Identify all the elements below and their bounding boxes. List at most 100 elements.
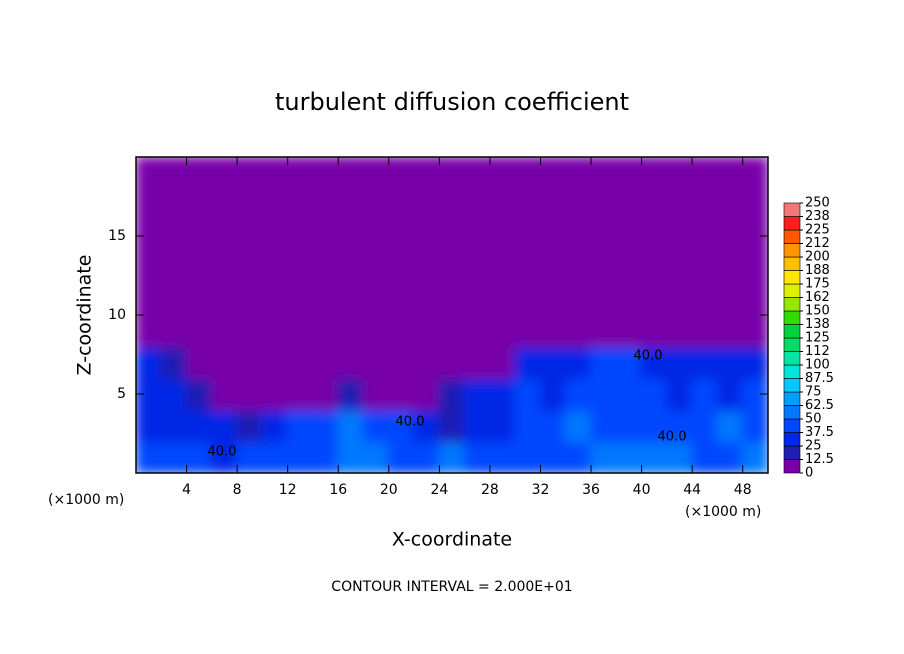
field-cell: [514, 440, 542, 473]
field-cell: [463, 187, 491, 222]
field-cell: [136, 187, 163, 222]
field-cell: [311, 345, 340, 380]
field-cell: [488, 377, 517, 411]
field-cell: [665, 250, 694, 285]
field-cell: [136, 314, 163, 348]
field-cell: [514, 282, 542, 316]
field-cell: [286, 345, 314, 380]
field-cell: [286, 157, 314, 190]
field-cell: [210, 250, 239, 285]
field-cell: [311, 187, 340, 222]
field-cell: [337, 250, 365, 285]
colorbar-swatch: [783, 459, 801, 474]
colorbar-swatch: [783, 216, 801, 231]
field-cell: [136, 250, 163, 285]
field-cell: [160, 219, 188, 253]
field-cell: [185, 408, 213, 443]
field-cell: [640, 440, 668, 473]
field-cell: [362, 314, 390, 348]
colorbar-label: 212: [805, 236, 830, 251]
field-cell: [261, 345, 289, 380]
field-cell: [463, 408, 491, 443]
field-cell: [590, 314, 618, 348]
colorbar-swatch: [783, 405, 801, 420]
field-cell: [615, 219, 643, 253]
field-cell: [665, 377, 694, 411]
field-cell: [691, 408, 719, 443]
field-cell: [665, 187, 694, 222]
field-cell: [185, 157, 213, 190]
field-cell: [691, 219, 719, 253]
contour-interval: CONTOUR INTERVAL = 2.000E+01: [331, 579, 572, 595]
field-cell: [286, 219, 314, 253]
field-cell: [185, 345, 213, 380]
field-cell: [716, 250, 744, 285]
field-cell: [362, 250, 390, 285]
colorbar-swatch: [783, 351, 801, 366]
field-cell: [136, 440, 163, 473]
field-cell: [185, 314, 213, 348]
field-cell: [463, 345, 491, 380]
field-cell: [514, 408, 542, 443]
colorbar-label: 138: [805, 317, 830, 332]
field-cell: [387, 219, 416, 253]
field-cell: [665, 440, 694, 473]
field-cell: [488, 219, 517, 253]
field-cell: [362, 377, 390, 411]
field-cell: [590, 440, 618, 473]
x-unit-label: (×1000 m): [48, 492, 124, 508]
field-cell: [311, 408, 340, 443]
field-cell: [387, 250, 416, 285]
field-cell: [539, 377, 567, 411]
field-cell: [185, 219, 213, 253]
field-cell: [136, 282, 163, 316]
field-cell: [463, 440, 491, 473]
field-cell: [741, 314, 768, 348]
field-cell: [514, 345, 542, 380]
field-cell: [691, 345, 719, 380]
x-unit-label: (×1000 m): [685, 504, 761, 520]
field-cell: [488, 250, 517, 285]
overlay: 4 8 12 16 20 24 28 32 36 40 44 485101540.040.040.04…: [108, 156, 834, 498]
colorbar-label: 200: [805, 250, 830, 265]
field-cell: [564, 408, 593, 443]
field-cell: [337, 345, 365, 380]
field-cells: [136, 157, 768, 473]
field-cell: [640, 187, 668, 222]
field-cell: [185, 377, 213, 411]
contour-label: 40.0: [208, 445, 237, 460]
field-cell: [387, 157, 416, 190]
colorbar-swatch: [783, 432, 801, 447]
field-cell: [261, 408, 289, 443]
field-cell: [488, 187, 517, 222]
colorbar-label: 250: [805, 196, 830, 211]
field-cell: [539, 314, 567, 348]
field-cell: [413, 219, 441, 253]
field-cell: [438, 377, 466, 411]
field-cell: [311, 377, 340, 411]
field-cell: [665, 157, 694, 190]
colorbar-label: 238: [805, 209, 830, 224]
field-cell: [236, 157, 264, 190]
field-cell: [413, 157, 441, 190]
field-cell: [311, 250, 340, 285]
field-cell: [514, 219, 542, 253]
field-cell: [463, 377, 491, 411]
field-cell: [387, 440, 416, 473]
field-cell: [564, 377, 593, 411]
field-cell: [261, 282, 289, 316]
field-cell: [539, 187, 567, 222]
field-cell: [362, 187, 390, 222]
chart-title: turbulent diffusion coefficient: [275, 88, 629, 116]
colorbar-swatch: [783, 283, 801, 298]
field-cell: [640, 157, 668, 190]
colorbar-label: 50: [805, 412, 822, 427]
field-cell: [691, 250, 719, 285]
x-axis-label: X-coordinate: [392, 529, 512, 551]
colorbar-label: 25: [805, 439, 822, 454]
field-cell: [640, 408, 668, 443]
field-cell: [716, 408, 744, 443]
field-cell: [716, 440, 744, 473]
x-tick-label: 36: [582, 482, 600, 498]
field-cell: [564, 187, 593, 222]
